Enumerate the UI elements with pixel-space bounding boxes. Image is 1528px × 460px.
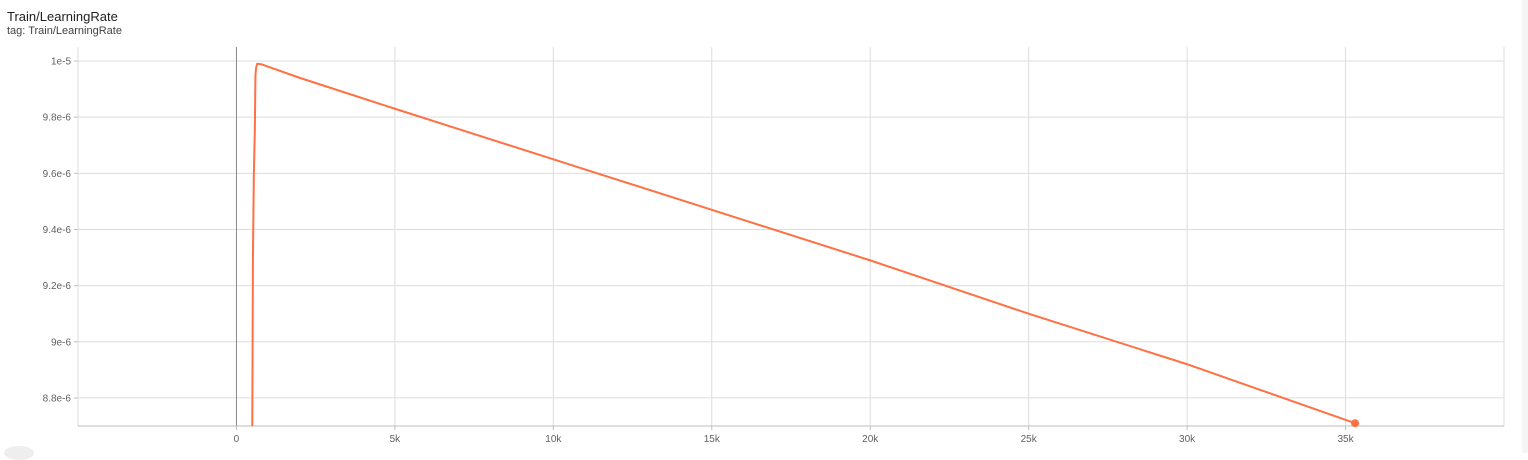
y-tick-label: 9.4e-6 xyxy=(43,225,72,236)
x-tick-label: 20k xyxy=(862,434,879,445)
y-tick-label: 9.2e-6 xyxy=(43,281,72,292)
y-tick-label: 9.8e-6 xyxy=(43,113,72,124)
y-tick-label: 9e-6 xyxy=(51,337,71,348)
x-tick-label: 30k xyxy=(1179,434,1196,445)
x-tick-label: 10k xyxy=(545,434,562,445)
tick-labels: 8.8e-6 9e-6 9.2e-6 9.4e-6 9.6e-6 9.8e-6 1e-5 0 5… xyxy=(43,57,1355,445)
series-line xyxy=(251,62,1356,427)
chart-title: Train/LearningRate xyxy=(7,9,118,24)
series xyxy=(251,62,1360,428)
last-point-marker xyxy=(1351,419,1360,428)
axes xyxy=(74,47,1505,430)
x-tick-label: 25k xyxy=(1021,434,1038,445)
x-tick-label: 0 xyxy=(234,434,240,445)
y-tick-label: 1e-5 xyxy=(51,57,71,68)
fab-button[interactable] xyxy=(4,446,34,460)
vertical-scrollbar[interactable] xyxy=(1522,0,1528,453)
x-tick-label: 35k xyxy=(1337,434,1354,445)
y-tick-label: 8.8e-6 xyxy=(43,393,72,404)
x-tick-label: 5k xyxy=(390,434,402,445)
grid xyxy=(78,47,1504,426)
chart-tag: tag: Train/LearningRate xyxy=(7,25,122,37)
x-tick-label: 15k xyxy=(704,434,721,445)
y-tick-label: 9.6e-6 xyxy=(43,169,72,180)
